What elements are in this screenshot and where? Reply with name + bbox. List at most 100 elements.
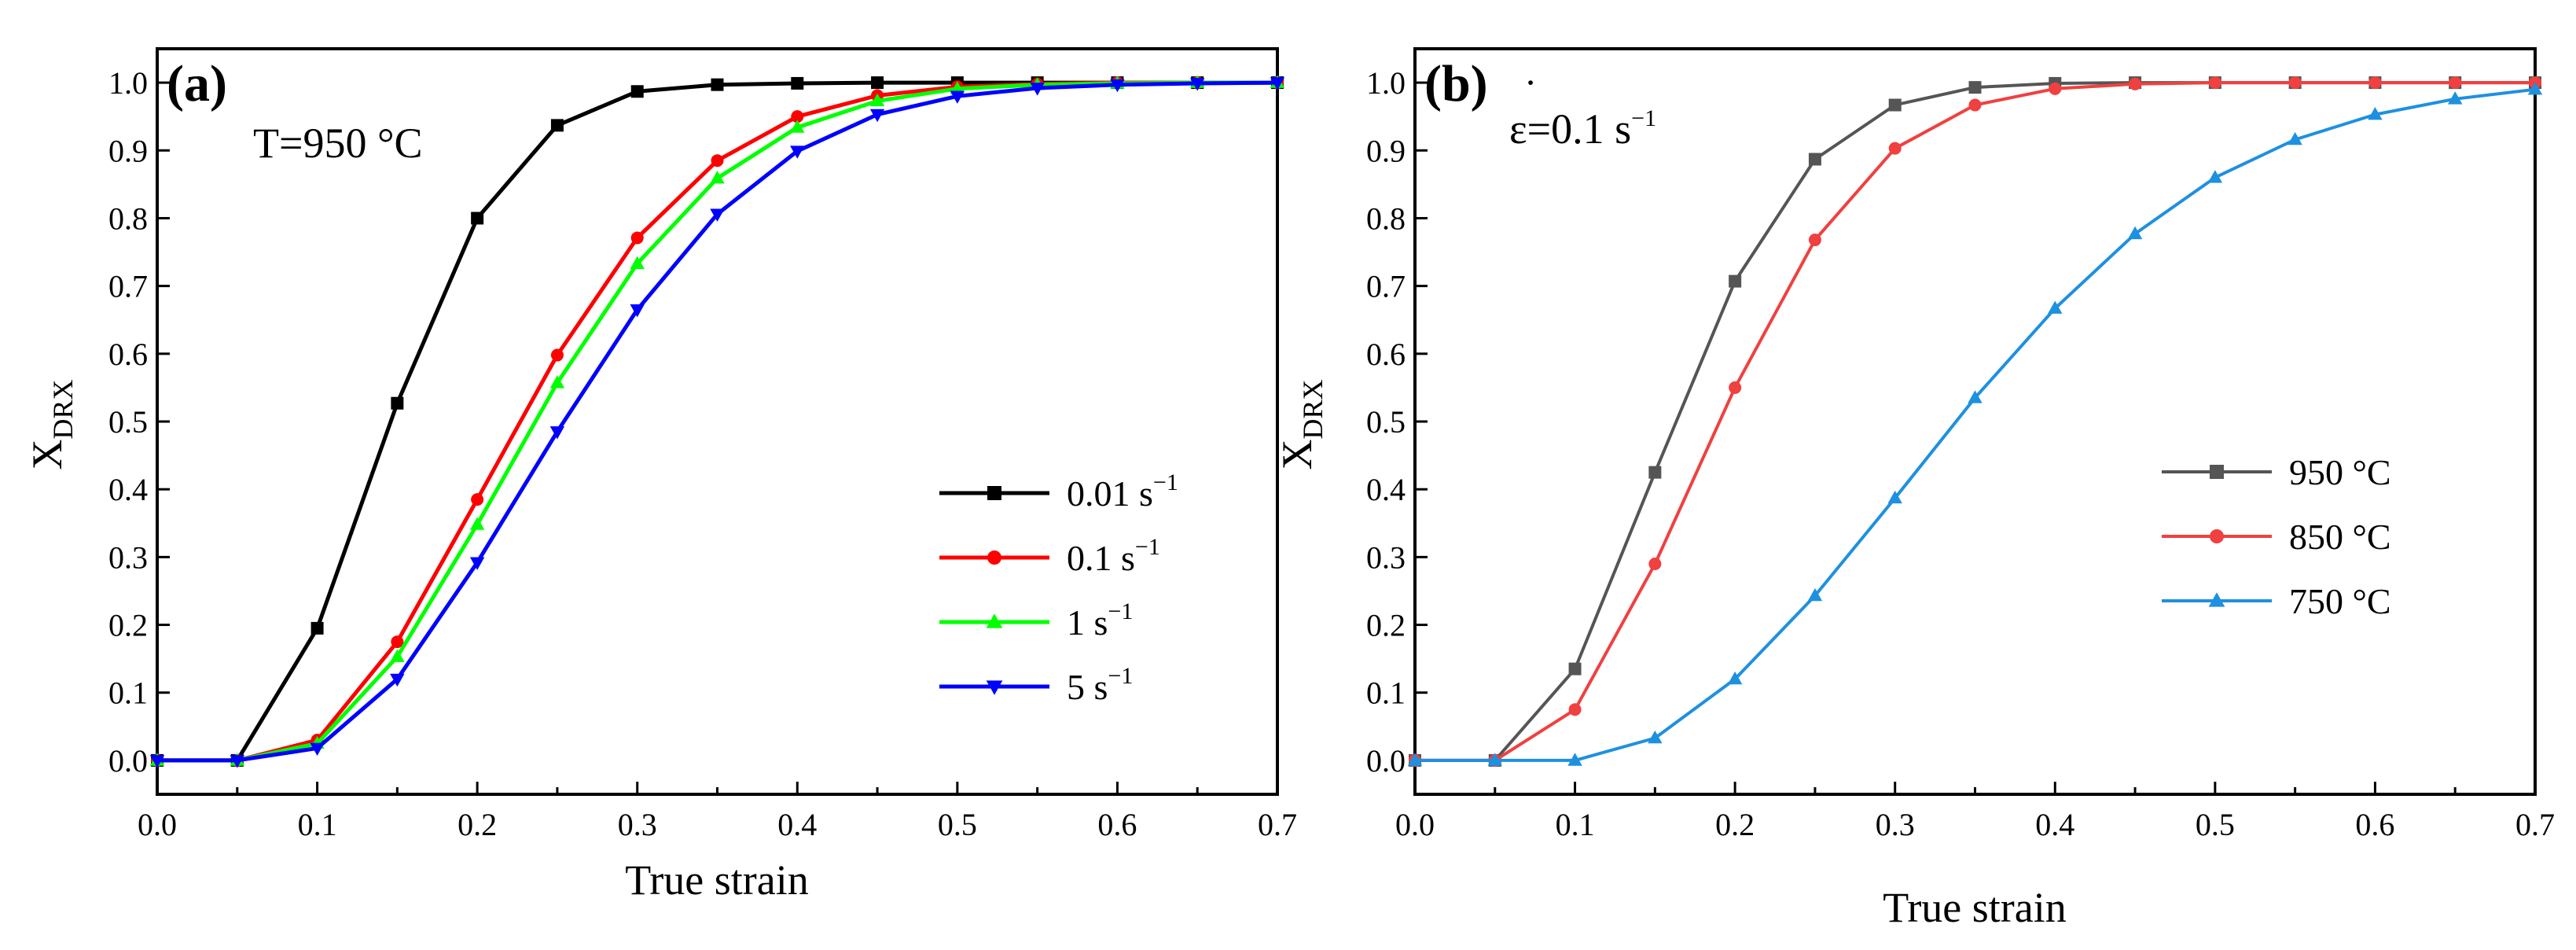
panel-a-series-1-point (550, 348, 564, 362)
panel-a-series-2-point (869, 93, 885, 107)
panel-a-series-0-point (871, 76, 884, 90)
svg-text:XDRX: XDRX (1273, 379, 1328, 469)
panel-b-xlabel: True strain (1883, 884, 2067, 931)
panel-b-ylabel-main: X (1273, 440, 1321, 470)
panel-a-series-1-point (471, 493, 484, 506)
panel-a-series-1-point (791, 110, 804, 123)
panel-a-xtick-label: 0.6 (1097, 807, 1137, 842)
panel-a-ytick-label: 0.4 (108, 472, 148, 507)
panel-a-xtick-label: 0.1 (298, 807, 337, 842)
panel-a-series-0-point (630, 85, 644, 98)
panel-a-series-2-point (469, 517, 485, 530)
panel-a-xtick-label: 0.4 (777, 807, 817, 842)
panel-a-series-0-point (711, 78, 724, 91)
panel-a-series-3-point (310, 742, 325, 756)
panel-b-series-0-point (1808, 153, 1821, 166)
panel-a-ytick-label: 0.3 (108, 539, 148, 575)
panel-b-series-2-point (1648, 730, 1663, 744)
panel-b-plot-frame (1413, 47, 2537, 796)
panel-b-series-2-point (1807, 587, 1823, 602)
panel-b-series-2-point (1567, 753, 1582, 766)
panel-b-series-2-point (1487, 753, 1502, 766)
panel-b-xtick-label: 0.7 (2515, 807, 2555, 842)
panel-b-ytick-label: 0.0 (1366, 743, 1406, 779)
panel-b-ytick-label: 0.6 (1366, 337, 1406, 372)
panel-a-legend-0-marker (987, 486, 1001, 500)
svg-text:XDRX: XDRX (24, 379, 79, 469)
panel-b-ytick-label: 1.0 (1366, 65, 1406, 101)
panel-b-ytick-label: 0.5 (1366, 404, 1406, 440)
panel-a-series-3-point (149, 755, 165, 768)
panel-a-series-2-point (710, 171, 725, 184)
panel-a-annotation: T=950 °C (253, 120, 423, 167)
panel-b-xtick-label: 0.3 (1876, 807, 1915, 842)
panel-b-annotation: ε=0.1 s−1 (1509, 105, 1656, 153)
panel-a-series-2-point (390, 649, 405, 662)
panel-b-xtick-label: 0.4 (2035, 807, 2074, 842)
panel-a-legend-0-label: 0.01 s−1 (1067, 469, 1178, 514)
panel-a-series-2-point (630, 256, 645, 269)
panel-b-legend-1-marker (2210, 529, 2224, 543)
panel-a-legend-2-label: 1 s−1 (1067, 598, 1133, 643)
panel-b-chart: 0.0 0.1 0.2 0.3 0.4 0.5 0.6 0.7 0.0 0.1 0.2 0.3 0.4 0… (1273, 47, 2555, 931)
panel-a-xtick-label: 0.0 (138, 807, 177, 842)
panel-b-series-1-point (1968, 98, 1982, 112)
panel-a-ytick-label: 0.2 (108, 608, 148, 643)
panel-b-ytick-label: 0.9 (1366, 133, 1406, 168)
panel-b-epsilon-dot: ˙ (1523, 71, 1538, 118)
panel-a-ytick-label: 0.7 (108, 269, 148, 304)
panel-b-series-2-point (2207, 170, 2223, 183)
panel-b-series-1-point (1568, 703, 1582, 716)
panel-a-xtick-label: 0.3 (618, 807, 657, 842)
panel-a-series-3-point (390, 673, 405, 687)
panel-a-label: (a) (167, 55, 227, 112)
panel-b-series-2-point (2368, 106, 2383, 120)
panel-b-label: (b) (1424, 55, 1488, 112)
panel-b-series-1-point (1888, 142, 1902, 155)
panel-b-series-1-point (2368, 76, 2382, 90)
panel-b-series-1-point (1648, 557, 1662, 570)
panel-b-ylabel-sub: DRX (1297, 379, 1328, 439)
panel-b-series-0-line (1415, 81, 2535, 762)
panel-a-series-3-point (1190, 78, 1205, 91)
panel-a-xtick-label: 0.5 (938, 807, 977, 842)
panel-b-series-0-point (1968, 81, 1982, 94)
panel-b-series-2-point (2527, 82, 2543, 95)
panel-b-series-1-point (2288, 76, 2302, 90)
panel-a-series-3-line (157, 80, 1278, 763)
panel-b-series-2-point (2048, 300, 2063, 314)
panel-b-series-group (1407, 76, 2543, 767)
panel-a-ylabel-sub: DRX (47, 379, 79, 439)
panel-a-series-0-point (550, 119, 564, 132)
panel-b-series-0-point (1888, 98, 1902, 112)
panel-a-series-1-point (391, 635, 404, 649)
panel-b-legend-0-label: 950 °C (2289, 452, 2391, 492)
panel-b-series-2-point (1727, 671, 1743, 685)
panel-a-series-3-point (469, 557, 485, 570)
panel-a-ytick-label: 0.0 (108, 743, 148, 779)
panel-a-series-3-point (630, 304, 645, 318)
panel-a-ylabel: XDRX (24, 379, 79, 469)
panel-a-series-2-point (790, 120, 805, 133)
panel-b-ytick-label: 0.7 (1366, 269, 1406, 304)
panel-b-series-1-point (2208, 76, 2221, 90)
panel-a-ylabel-main: X (24, 440, 71, 470)
panel-b-series-1-point (1808, 234, 1821, 247)
panel-a-series-0-point (391, 396, 404, 410)
panel-b-ylabel: XDRX (1273, 379, 1328, 469)
panel-b-xtick-label: 0.0 (1395, 807, 1435, 842)
panel-b-legend: 950 °C 850 °C 750 °C (2162, 452, 2391, 621)
panel-a-series-group (149, 75, 1285, 768)
panel-a-legend-3-label: 5 s−1 (1067, 663, 1133, 707)
panel-a-legend-1-label: 0.1 s−1 (1067, 534, 1160, 578)
panel-b-series-0-point (1648, 466, 1662, 479)
panel-b-legend-2-marker (2208, 592, 2225, 607)
panel-b-axis-ticks: 0.0 0.1 0.2 0.3 0.4 0.5 0.6 0.7 0.0 0.1 0.2 0.3 0.4 0… (1366, 65, 2555, 842)
panel-a-series-0-point (311, 621, 324, 635)
panel-b-ytick-label: 0.8 (1366, 201, 1406, 236)
panel-b-series-0-point (1568, 662, 1582, 676)
panel-b-series-2-point (1407, 753, 1423, 766)
panel-a-ytick-label: 0.8 (108, 201, 148, 236)
panel-b-series-2-point (2448, 91, 2463, 105)
panel-b-annotation-text: ε=0.1 s (1509, 105, 1631, 153)
